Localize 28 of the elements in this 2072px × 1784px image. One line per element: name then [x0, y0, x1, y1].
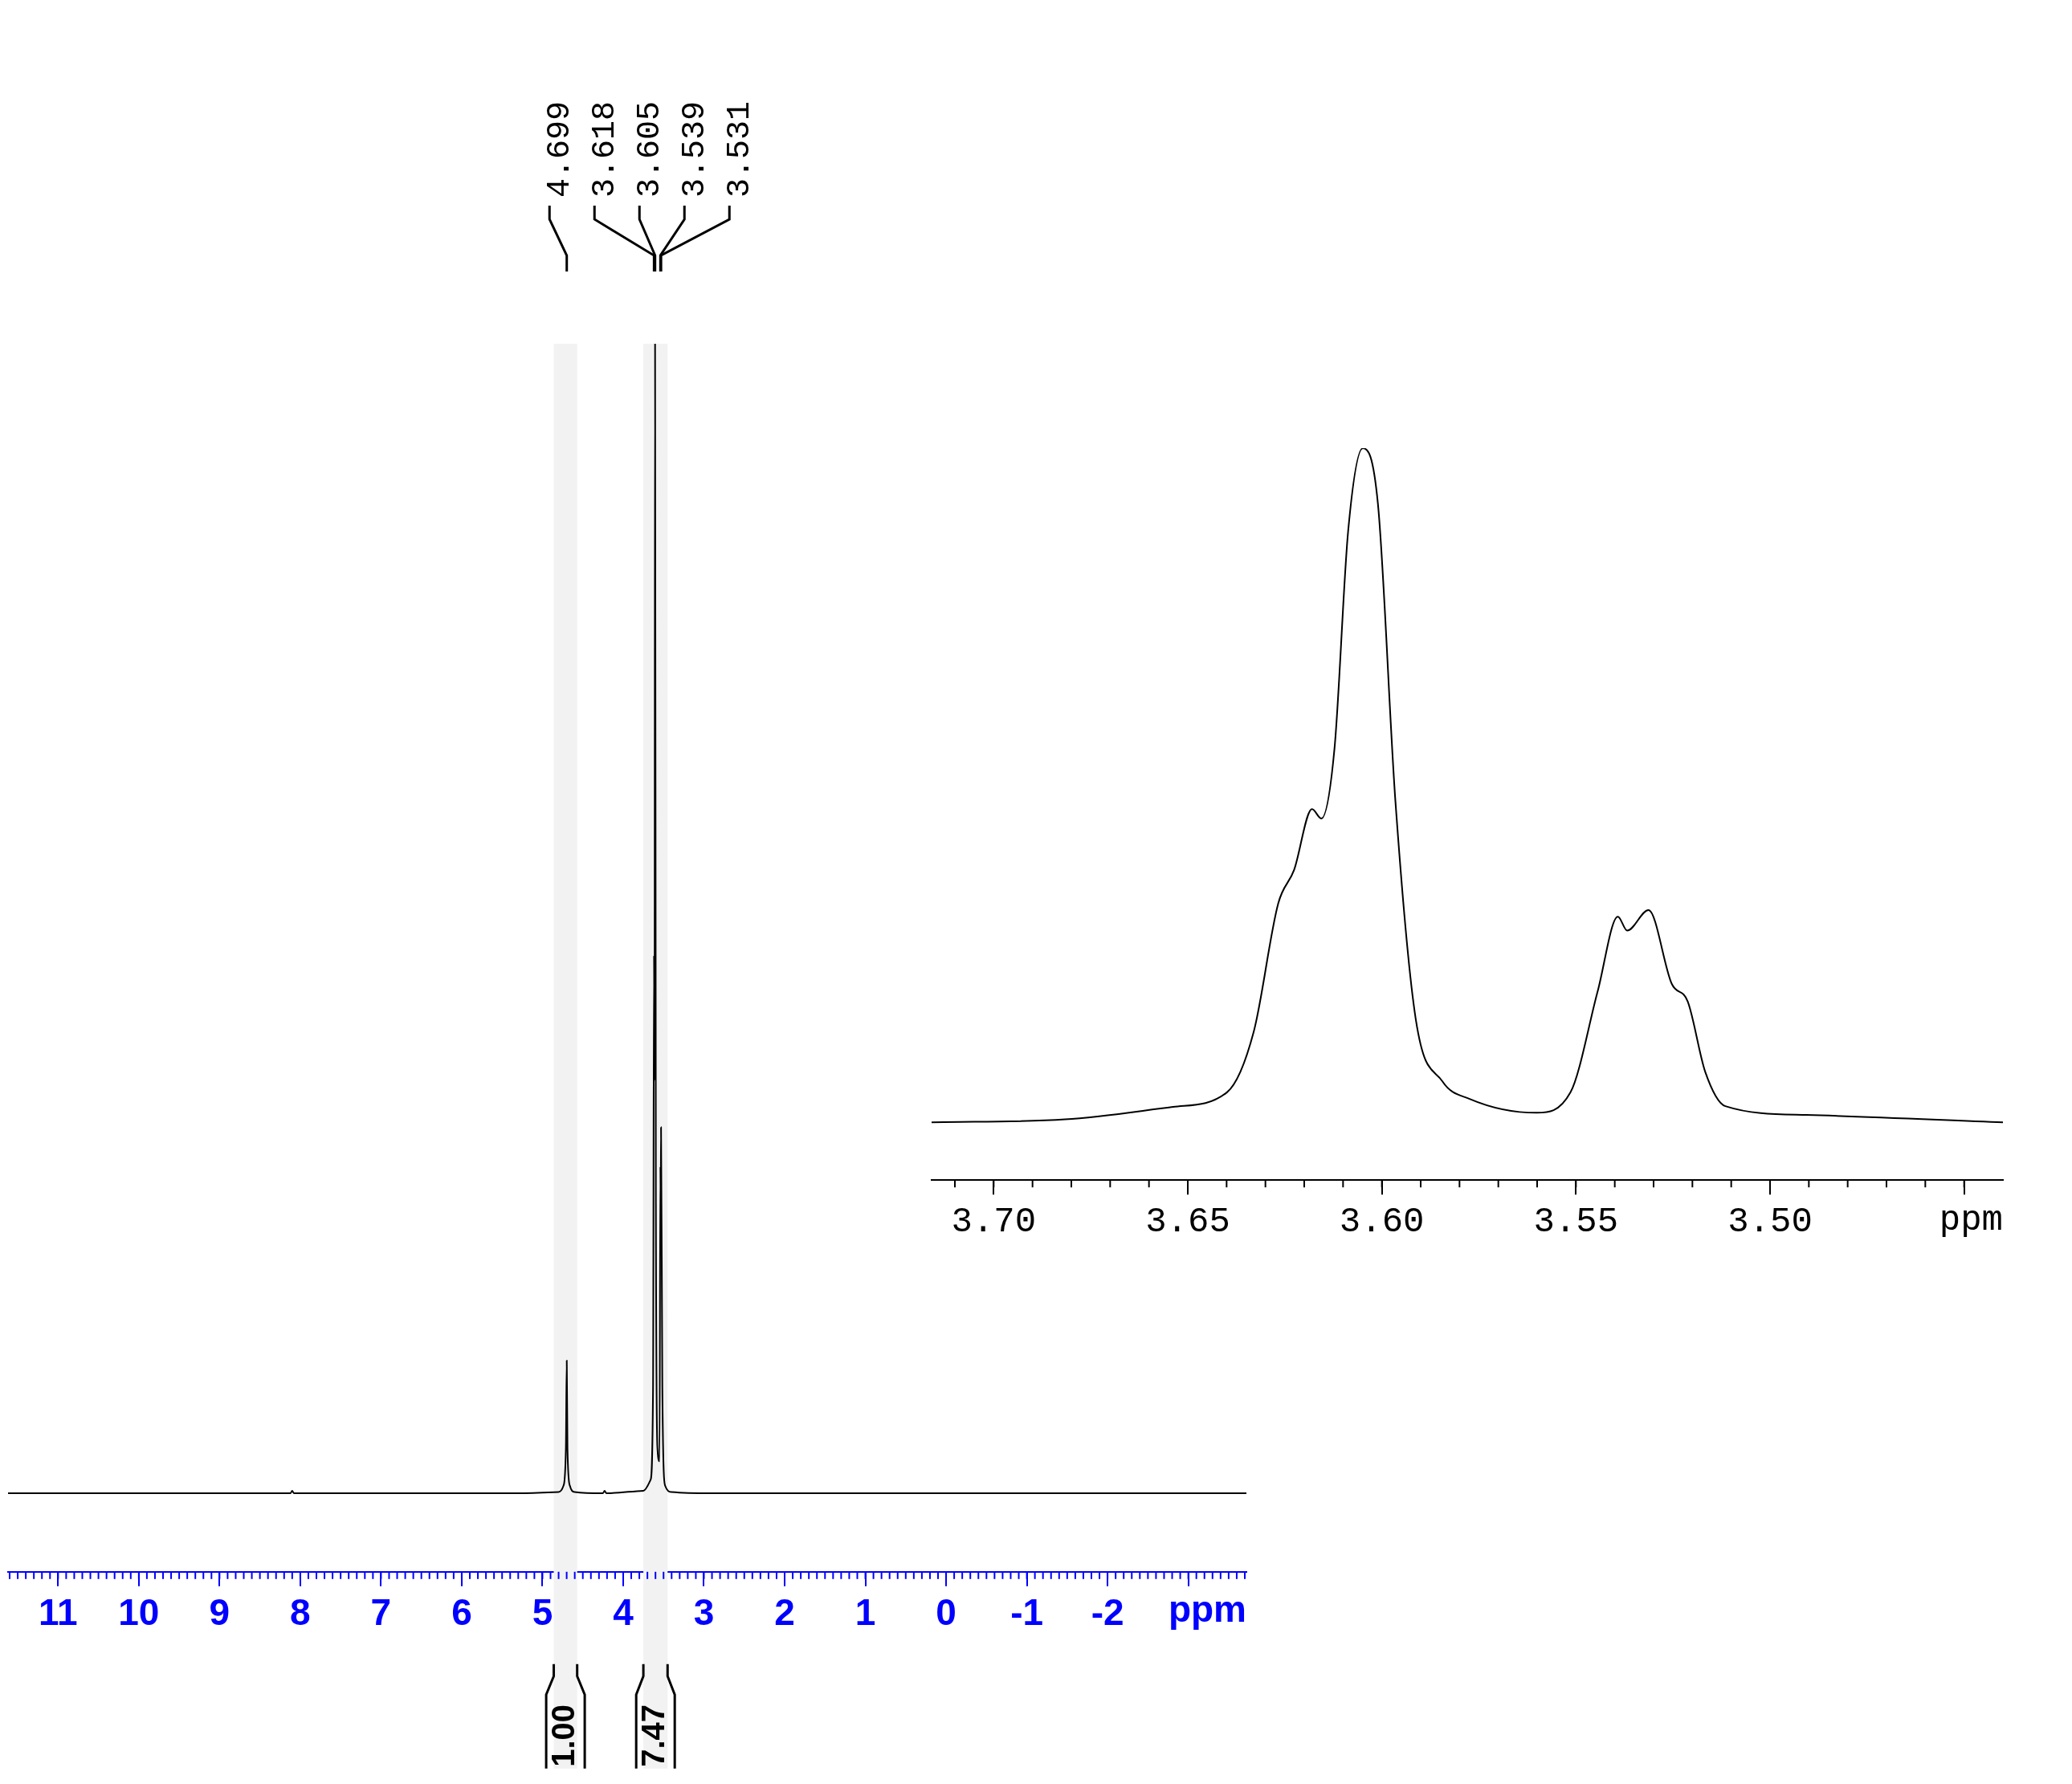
x-tick-label: 3: [693, 1591, 715, 1634]
x-tick-label: 6: [451, 1591, 472, 1634]
x-tick-label: -2: [1091, 1591, 1124, 1634]
x-tick-label: 0: [936, 1591, 956, 1634]
text: 3.618: [586, 100, 623, 198]
x-tick-label: 8: [290, 1591, 311, 1634]
band-label: 1.00: [545, 1704, 581, 1767]
x-tick-label: 3.50: [1727, 1202, 1813, 1243]
x-tick-label: -1: [1010, 1591, 1044, 1634]
x-tick-label: 3.55: [1533, 1202, 1619, 1243]
x-tick-label: 3.65: [1145, 1202, 1230, 1243]
x-tick-label: 2: [774, 1591, 795, 1634]
x-tick-label: 3.60: [1339, 1202, 1425, 1243]
x-tick-label: 5: [532, 1591, 553, 1634]
text: 3.531: [721, 100, 758, 198]
x-tick-label: 10: [118, 1591, 160, 1634]
band-label: 7.47: [635, 1704, 671, 1767]
x-tick-label: 4: [613, 1591, 634, 1634]
text: 4.699: [541, 100, 578, 198]
x-axis-title: ppm: [1168, 1588, 1246, 1631]
x-tick-label: 9: [209, 1591, 230, 1634]
x-tick-label: 7: [370, 1591, 392, 1634]
x-tick-label: 11: [39, 1591, 78, 1634]
x-tick-label: 3.70: [951, 1202, 1037, 1243]
text: 3.605: [631, 100, 668, 198]
text: 3.539: [676, 100, 713, 198]
x-tick-label: 1: [854, 1591, 876, 1634]
x-axis-title: ppm: [1939, 1199, 2003, 1240]
